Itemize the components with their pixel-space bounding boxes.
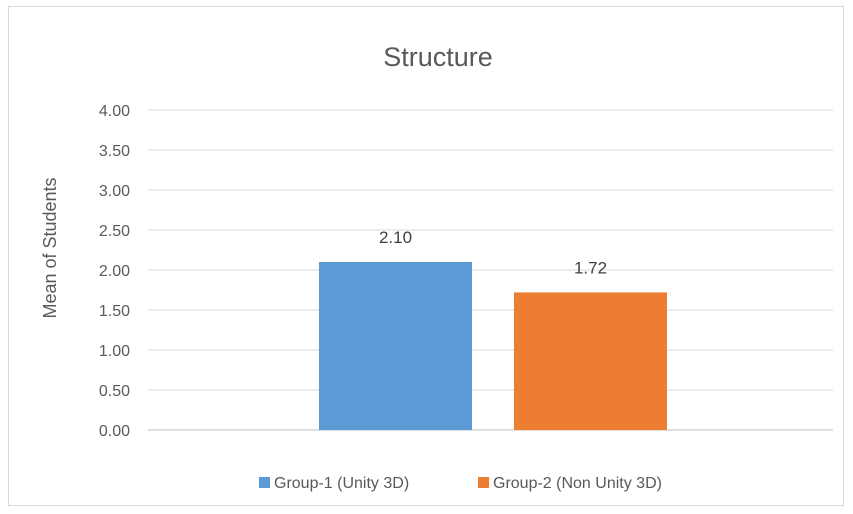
- y-tick-label: 1.50: [99, 303, 130, 320]
- y-tick-label: 1.00: [99, 343, 130, 360]
- data-label-series-1: 2.10: [379, 228, 412, 247]
- legend-label-1: Group-1 (Unity 3D): [274, 475, 409, 492]
- legend: Group-1 (Unity 3D) Group-2 (Non Unity 3D): [259, 475, 662, 492]
- data-labels: 2.10 1.72: [379, 228, 607, 277]
- y-tick-label: 2.00: [99, 263, 130, 280]
- y-axis-label: Mean of Students: [40, 177, 60, 318]
- gridlines: [148, 109, 833, 431]
- y-tick-label: 0.00: [99, 423, 130, 440]
- y-tick-label: 2.50: [99, 223, 130, 240]
- y-axis-ticks: 0.00 0.50 1.00 1.50 2.00 2.50 3.00 3.50 4.00: [99, 103, 130, 440]
- legend-swatch-2: [478, 477, 489, 488]
- legend-swatch-1: [259, 477, 270, 488]
- y-tick-label: 3.00: [99, 183, 130, 200]
- bar-series-1: [319, 262, 472, 430]
- legend-label-2: Group-2 (Non Unity 3D): [493, 475, 662, 492]
- bar-series-2: [514, 292, 667, 430]
- data-label-series-2: 1.72: [574, 258, 607, 277]
- chart-title: Structure: [383, 42, 493, 72]
- bars: [319, 262, 667, 430]
- y-tick-label: 4.00: [99, 103, 130, 120]
- y-tick-label: 0.50: [99, 383, 130, 400]
- y-tick-label: 3.50: [99, 143, 130, 160]
